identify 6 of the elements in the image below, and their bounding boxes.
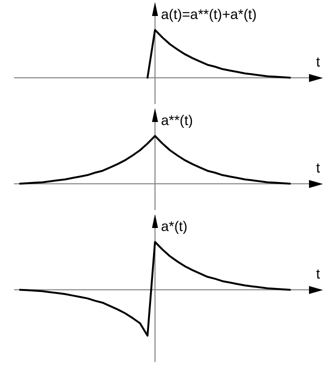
x-axis-title: t	[316, 266, 320, 282]
y-axis-title: a*(t)	[161, 218, 188, 234]
y-axis-title: a**(t)	[161, 112, 193, 128]
x-axis-title: t	[316, 160, 320, 176]
y-axis-title: a(t)=a**(t)+a*(t)	[161, 6, 257, 22]
x-axis-title: t	[316, 54, 320, 70]
